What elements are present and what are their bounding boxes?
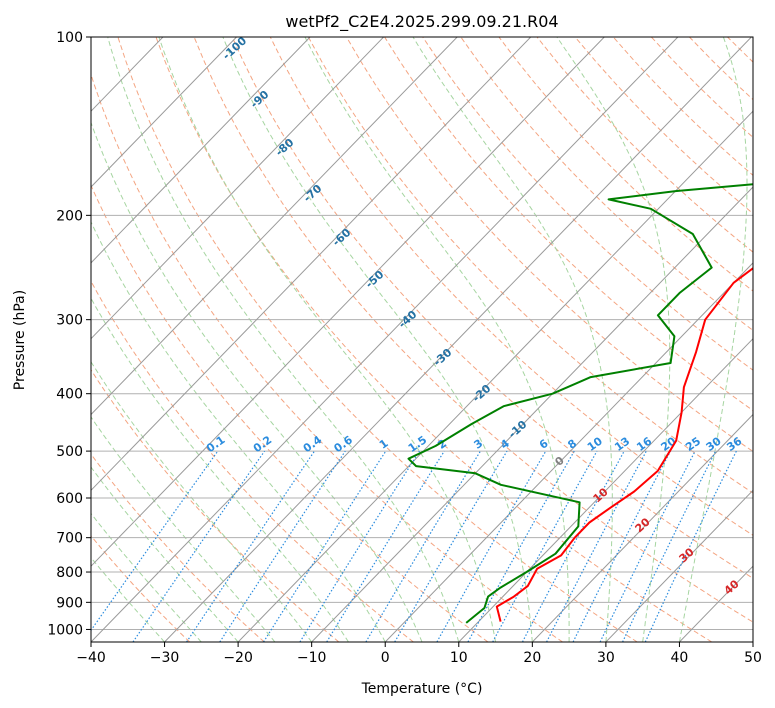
dry-adiabat-line <box>155 37 713 642</box>
x-tick-label: 10 <box>450 650 468 666</box>
mixing-ratio-line <box>644 450 737 642</box>
isotherm-line <box>91 37 384 340</box>
moist-adiabat-line <box>91 360 313 642</box>
mixing-ratio-line <box>262 450 387 642</box>
x-tick-label: −30 <box>150 650 180 666</box>
isotherm-line <box>605 489 753 642</box>
moist-adiabat-line <box>678 37 748 642</box>
x-tick-label: 30 <box>597 650 615 666</box>
moist-adiabat-line <box>91 466 239 642</box>
mixing-ratio-line <box>599 450 696 642</box>
y-tick-label: 1000 <box>47 622 83 638</box>
x-tick-label: 20 <box>523 650 541 666</box>
y-tick-label: 400 <box>56 387 83 403</box>
mixing-ratio-line <box>365 450 481 642</box>
mixing-ratio-line <box>299 450 421 642</box>
x-axis-label: Temperature (°C) <box>361 681 483 697</box>
isotherm-line <box>384 262 753 642</box>
y-tick-label: 500 <box>56 444 83 460</box>
y-tick-label: 200 <box>56 208 83 224</box>
isotherm-line <box>164 37 752 642</box>
isotherm-line <box>752 641 753 642</box>
mixing-ratio-line <box>492 450 598 642</box>
sounding-profile-line <box>407 183 753 624</box>
x-tick-label: 50 <box>744 650 762 666</box>
dry-adiabat-line <box>91 72 563 642</box>
dry-adiabat-line <box>91 184 489 642</box>
mixing-ratio-line <box>622 450 717 642</box>
axis-ticks: −40 −30 −20 −10 0 10 20 30 40 50 100 200 300 400 500 60… <box>47 30 762 666</box>
dry-adiabat-line <box>231 37 753 579</box>
y-tick-label: 100 <box>56 30 83 46</box>
mixing-ratio-line <box>91 450 219 632</box>
isotherm-line <box>237 110 753 642</box>
isotherm-line <box>91 37 311 264</box>
isotherm-line <box>91 37 532 492</box>
y-axis-label: Pressure (hPa) <box>12 290 28 390</box>
dry-adiabat-line <box>498 37 753 292</box>
moist-adiabat-line <box>412 37 613 642</box>
moist-adiabat-line <box>91 556 165 642</box>
dry-adiabat-line <box>269 37 753 536</box>
isotherm-line <box>531 413 753 642</box>
mixing-ratio-line <box>219 450 346 642</box>
y-tick-label: 900 <box>56 595 83 611</box>
y-tick-label: 800 <box>56 565 83 581</box>
isotherm-line <box>91 37 605 567</box>
x-tick-label: −20 <box>223 650 253 666</box>
x-tick-label: −40 <box>76 650 106 666</box>
mixing-ratio-line <box>572 450 672 642</box>
moist-adiabat-line <box>556 37 671 642</box>
y-tick-label: 300 <box>56 313 83 329</box>
mixing-ratio-line <box>521 450 625 642</box>
dry-adiabat-line <box>307 37 753 494</box>
moist-adiabat-line <box>91 297 349 642</box>
mixing-ratio-line <box>326 450 445 642</box>
moist-adiabat-line <box>91 121 423 642</box>
isotherm-line <box>311 186 753 642</box>
plot-frame <box>90 36 754 643</box>
y-tick-label: 600 <box>56 491 83 507</box>
dry-adiabat-line <box>193 37 753 623</box>
isotherm-line <box>91 37 679 642</box>
dry-adiabat-line <box>422 37 753 371</box>
moist-adiabat-line <box>304 37 570 642</box>
isotherm-line <box>91 37 458 416</box>
chart-title: wetPf2_C2E4.2025.299.09.21.R04 <box>285 12 558 32</box>
dry-adiabat-line <box>117 37 638 642</box>
mixing-ratio-line <box>132 450 266 642</box>
dry-adiabat-line <box>384 37 753 412</box>
y-tick-label: 700 <box>56 531 83 547</box>
moist-adiabat-line <box>91 416 276 642</box>
mixing-ratio-line <box>186 450 315 642</box>
moist-adiabat-line <box>91 512 202 642</box>
profile-lines <box>407 183 753 624</box>
isotherm-line <box>91 37 237 188</box>
mixing-ratio-line <box>546 450 647 642</box>
dry-adiabat-line <box>91 280 414 642</box>
isotherm-line <box>458 337 753 642</box>
moist-adiabat-line <box>107 37 460 642</box>
plot-background <box>91 37 753 642</box>
dry-adiabat-line <box>766 37 775 642</box>
moist-adiabat-line <box>222 37 533 642</box>
x-tick-label: 0 <box>381 650 390 666</box>
x-tick-label: −10 <box>297 650 327 666</box>
moist-adiabat-line <box>91 220 386 642</box>
x-tick-label: 40 <box>671 650 689 666</box>
sounding-profile-line <box>495 266 753 622</box>
dry-adiabat-line <box>91 535 191 642</box>
mixing-ratio-line <box>467 450 575 642</box>
